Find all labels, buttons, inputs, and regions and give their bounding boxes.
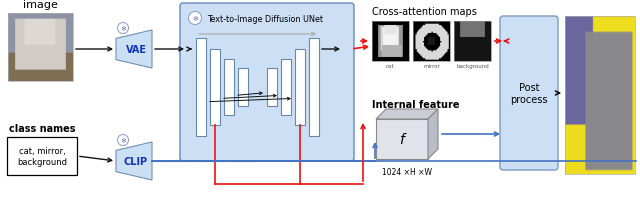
- Polygon shape: [116, 31, 152, 69]
- Bar: [8, 14, 73, 82]
- Bar: [309, 39, 319, 136]
- Text: mirror: mirror: [423, 64, 440, 69]
- Text: background: background: [456, 64, 489, 69]
- Text: 1024 ×H ×W: 1024 ×H ×W: [382, 167, 432, 176]
- Bar: [376, 119, 428, 159]
- Bar: [238, 69, 248, 107]
- Text: Internal feature: Internal feature: [372, 99, 460, 109]
- Bar: [210, 50, 220, 125]
- Bar: [224, 60, 234, 115]
- Text: ❄: ❄: [120, 26, 126, 32]
- Text: Cross-attention maps: Cross-attention maps: [372, 7, 477, 17]
- Bar: [372, 22, 409, 62]
- Bar: [413, 22, 450, 62]
- Circle shape: [189, 12, 202, 25]
- Text: ❄: ❄: [192, 16, 198, 22]
- Bar: [454, 22, 491, 62]
- Bar: [196, 39, 206, 136]
- Text: class names: class names: [9, 123, 76, 133]
- Polygon shape: [116, 142, 152, 180]
- Text: cat: cat: [386, 64, 395, 69]
- FancyBboxPatch shape: [180, 4, 354, 161]
- Text: Text-to-Image Diffusion UNet: Text-to-Image Diffusion UNet: [207, 14, 323, 23]
- Polygon shape: [376, 109, 438, 119]
- Text: Post
process: Post process: [510, 83, 548, 104]
- Bar: [295, 50, 305, 125]
- Text: cat, mirror,
background: cat, mirror, background: [17, 147, 67, 166]
- Bar: [267, 69, 277, 107]
- FancyBboxPatch shape: [500, 17, 558, 170]
- Circle shape: [118, 23, 129, 34]
- Text: VAE: VAE: [125, 45, 147, 55]
- Polygon shape: [428, 109, 438, 159]
- Text: ❄: ❄: [120, 137, 126, 143]
- Bar: [565, 17, 635, 174]
- Text: f: f: [399, 132, 404, 146]
- Bar: [281, 60, 291, 115]
- Text: image: image: [23, 0, 58, 10]
- Circle shape: [118, 135, 129, 146]
- Text: CLIP: CLIP: [124, 156, 148, 166]
- Bar: [7, 137, 77, 175]
